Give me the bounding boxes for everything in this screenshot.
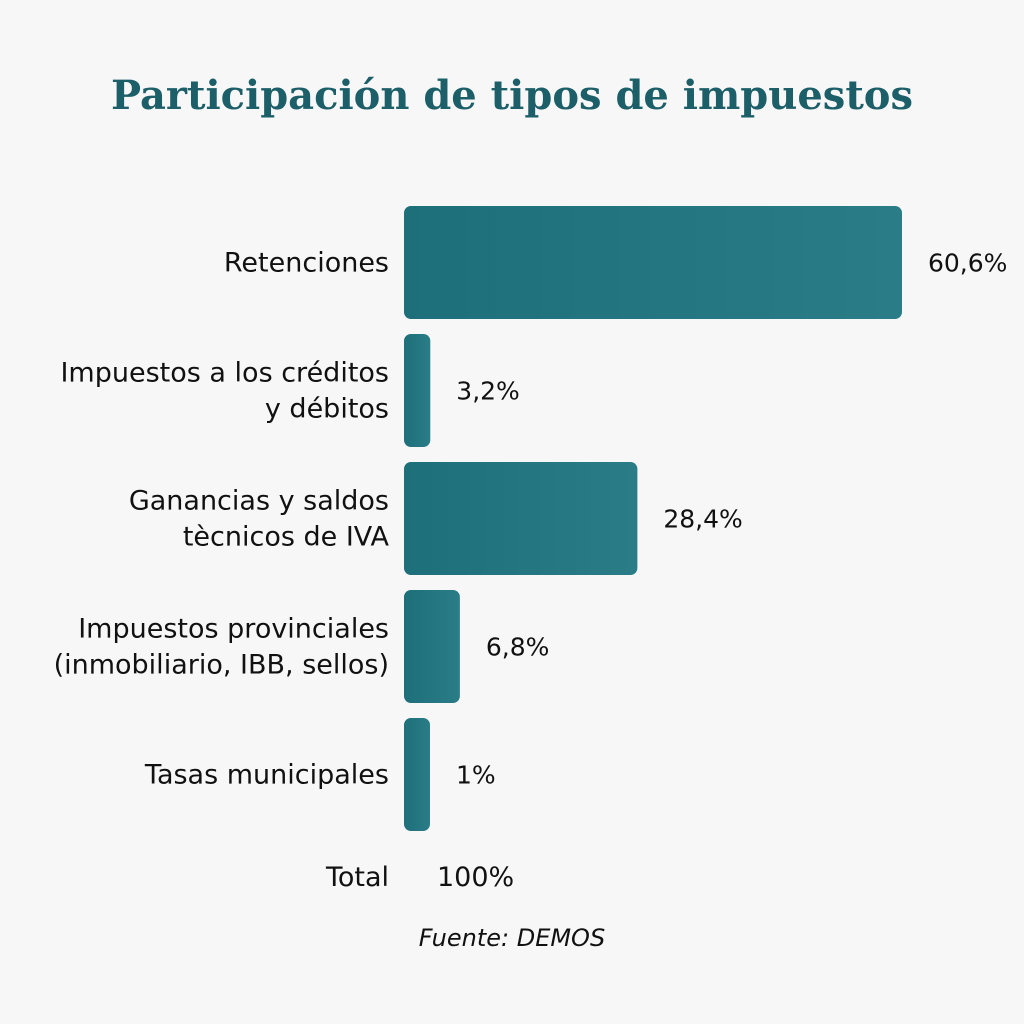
total-label: Total	[325, 862, 389, 893]
category-label-4: Impuestos provinciales (inmobiliario, IBB…	[54, 614, 389, 681]
value-label-4: 6,8%	[486, 633, 550, 662]
chart-title: Participación de tipos de impuestos	[110, 72, 913, 119]
source-note: Fuente: DEMOS	[418, 924, 606, 952]
bar-3	[404, 462, 638, 575]
category-label-line: Impuestos provinciales	[78, 614, 389, 645]
category-label-line: Impuestos a los créditos	[60, 358, 389, 389]
category-label-3: Ganancias y saldos tècnicos de IVA	[129, 486, 390, 553]
bar-5	[404, 718, 430, 831]
value-label-1: 60,6%	[928, 249, 1007, 278]
bars-group: 60,6% Retenciones 3,2% Impuestos a los créd…	[54, 206, 1007, 831]
category-label-line: Retenciones	[224, 248, 389, 279]
category-label-line: Tasas municipales	[144, 760, 389, 791]
value-label-5: 1%	[456, 761, 496, 790]
category-label-line: (inmobiliario, IBB, sellos)	[54, 650, 389, 681]
bar-1	[404, 206, 902, 319]
category-label-5: Tasas municipales	[144, 760, 389, 791]
category-label-1: Retenciones	[224, 248, 389, 279]
category-label-line: tècnicos de IVA	[183, 522, 390, 553]
total-value: 100%	[437, 862, 514, 893]
category-label-line: y débitos	[265, 394, 389, 425]
category-label-2: Impuestos a los créditos y débitos	[60, 358, 389, 425]
value-label-2: 3,2%	[456, 377, 520, 406]
bar-4	[404, 590, 460, 703]
value-label-3: 28,4%	[663, 505, 742, 534]
bar-2	[404, 334, 431, 447]
category-label-line: Ganancias y saldos	[129, 486, 389, 517]
